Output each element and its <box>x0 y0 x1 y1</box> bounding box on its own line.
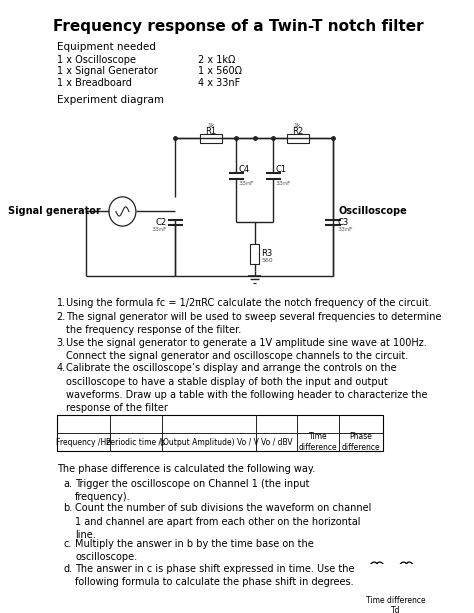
Text: 560: 560 <box>262 259 273 264</box>
Text: 3.: 3. <box>57 338 66 348</box>
Text: Time
difference: Time difference <box>299 432 337 452</box>
Text: 1 x Signal Generator: 1 x Signal Generator <box>57 66 157 77</box>
Text: c.: c. <box>64 539 72 549</box>
Text: 1k: 1k <box>207 123 215 128</box>
Text: Phase
difference: Phase difference <box>342 432 380 452</box>
Text: Experiment diagram: Experiment diagram <box>57 95 164 105</box>
Text: Frequency response of a Twin-T notch filter: Frequency response of a Twin-T notch fil… <box>53 19 423 34</box>
Text: 1 x 560Ω: 1 x 560Ω <box>198 66 242 77</box>
Text: Vo / dBV: Vo / dBV <box>261 438 292 447</box>
Text: Multiply the answer in b by the time base on the
oscilloscope.: Multiply the answer in b by the time bas… <box>75 539 314 562</box>
Bar <box>287 134 309 143</box>
Text: (Output Amplitude) Vo / V: (Output Amplitude) Vo / V <box>160 438 259 447</box>
Text: Periodic time /s: Periodic time /s <box>106 438 165 447</box>
Text: The signal generator will be used to sweep several frequencies to determine
the : The signal generator will be used to swe… <box>66 312 441 335</box>
Text: C3: C3 <box>337 218 348 227</box>
Bar <box>57 414 383 451</box>
Text: Frequency /Hz: Frequency /Hz <box>56 438 110 447</box>
Text: 1k: 1k <box>294 123 301 128</box>
Text: b.: b. <box>64 503 73 514</box>
Bar <box>250 243 259 264</box>
Text: 33nF: 33nF <box>276 181 292 186</box>
Text: R3: R3 <box>262 249 273 258</box>
Text: 33nF: 33nF <box>337 227 353 232</box>
Text: 33nF: 33nF <box>152 227 167 232</box>
Text: Signal generator: Signal generator <box>8 207 100 216</box>
Bar <box>200 134 222 143</box>
Text: 4 x 33nF: 4 x 33nF <box>198 78 240 88</box>
Text: Equipment needed: Equipment needed <box>57 42 155 51</box>
Text: 2 x 1kΩ: 2 x 1kΩ <box>198 55 236 64</box>
Text: 4.: 4. <box>57 364 66 373</box>
Text: Oscilloscope: Oscilloscope <box>338 207 407 216</box>
Text: Using the formula fc = 1/2πRC calculate the notch frequency of the circuit.: Using the formula fc = 1/2πRC calculate … <box>66 297 432 308</box>
Text: R1: R1 <box>205 128 217 136</box>
Text: d.: d. <box>64 564 73 574</box>
Text: a.: a. <box>64 479 73 489</box>
Text: 1 x Oscilloscope: 1 x Oscilloscope <box>57 55 136 64</box>
Text: The phase difference is calculated the following way.: The phase difference is calculated the f… <box>57 464 315 474</box>
Text: Use the signal generator to generate a 1V amplitude sine wave at 100Hz.
Connect : Use the signal generator to generate a 1… <box>66 338 427 361</box>
Text: Trigger the oscilloscope on Channel 1 (the input
frequency).: Trigger the oscilloscope on Channel 1 (t… <box>75 479 310 502</box>
Text: R2: R2 <box>292 128 303 136</box>
Text: 2.: 2. <box>57 312 66 322</box>
Text: C1: C1 <box>276 165 287 174</box>
Text: The answer in c is phase shift expressed in time. Use the
following formula to c: The answer in c is phase shift expressed… <box>75 564 355 587</box>
Text: 1.: 1. <box>57 297 66 308</box>
Text: 33nF: 33nF <box>239 181 255 186</box>
Text: Count the number of sub divisions the waveform on channel
1 and channel are apar: Count the number of sub divisions the wa… <box>75 503 372 540</box>
Text: Time difference
Td: Time difference Td <box>366 596 426 613</box>
Text: 1 x Breadboard: 1 x Breadboard <box>57 78 132 88</box>
Text: Calibrate the oscilloscope’s display and arrange the controls on the
oscilloscop: Calibrate the oscilloscope’s display and… <box>66 364 428 413</box>
Text: C2: C2 <box>156 218 167 227</box>
Text: C4: C4 <box>239 165 250 174</box>
